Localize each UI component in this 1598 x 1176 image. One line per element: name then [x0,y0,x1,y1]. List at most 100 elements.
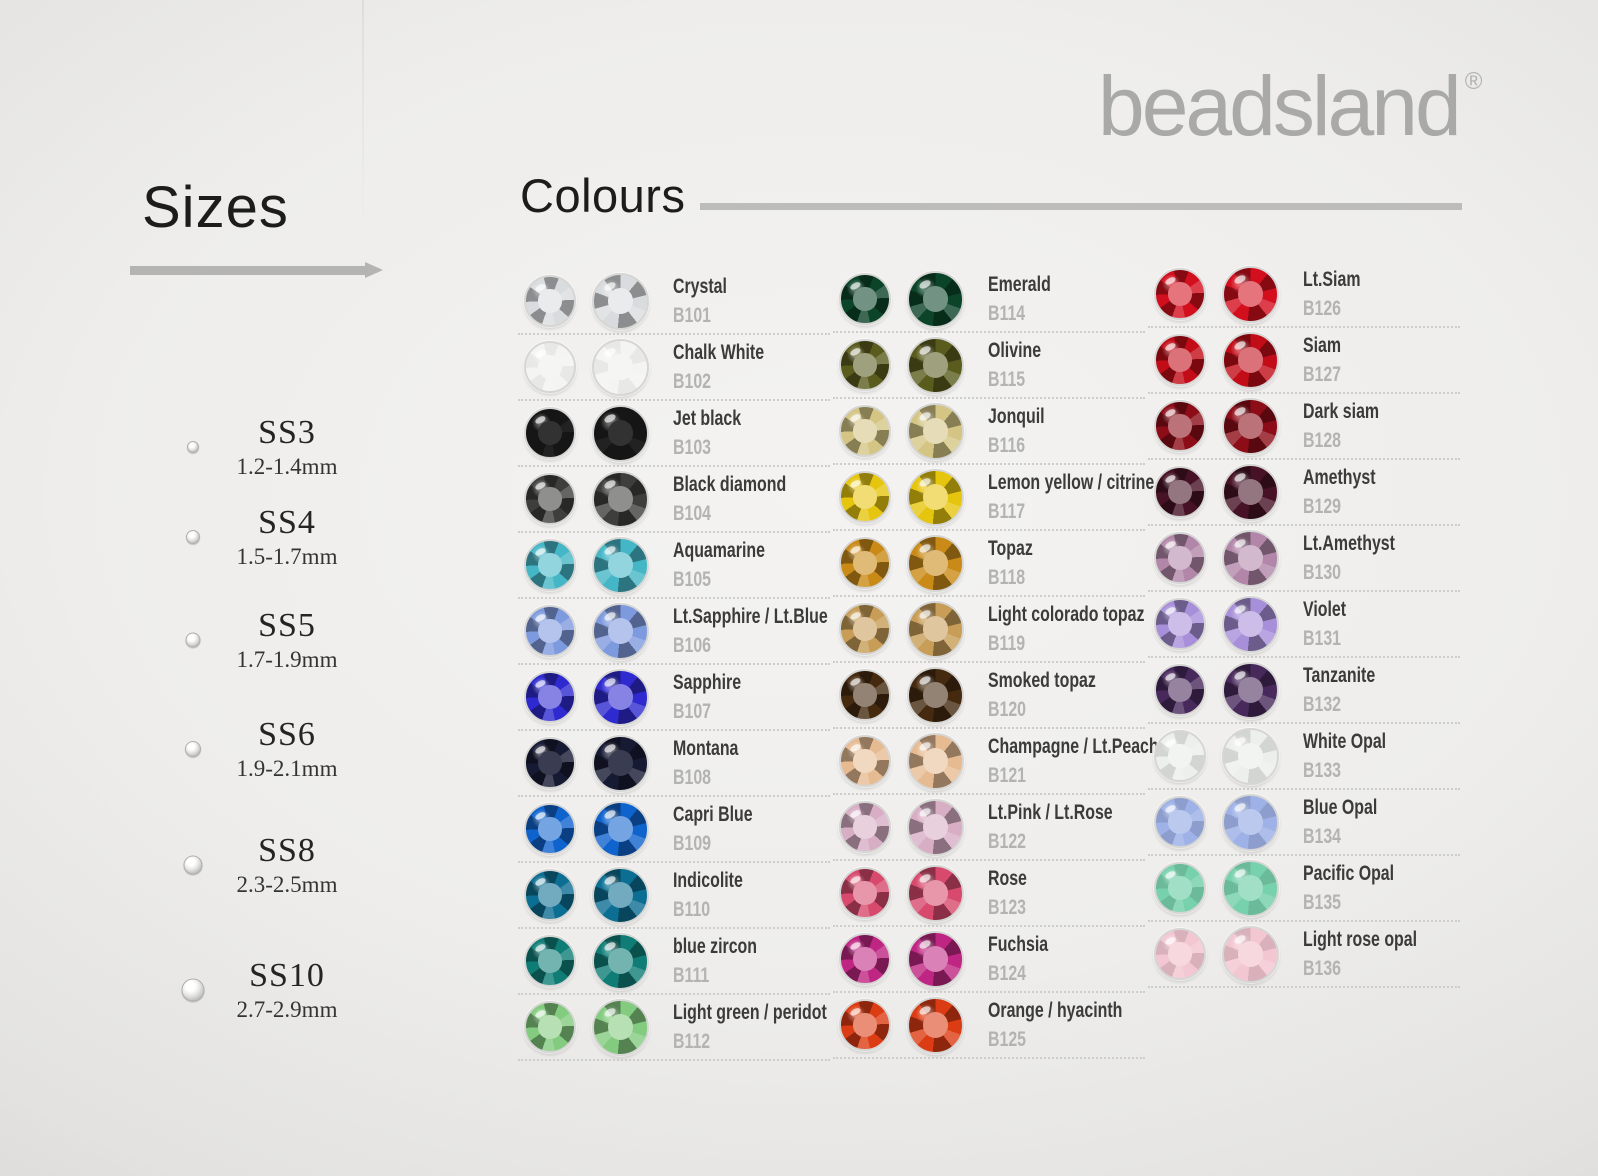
colour-text: Blue Opal B134 [1303,795,1377,849]
colour-name: Orange / hyacinth [988,998,1123,1022]
colour-row: Aquamarine B105 [518,533,830,599]
crystal-dot-icon [185,741,201,757]
colour-row: Jonquil B116 [833,399,1145,465]
size-range: 1.2-1.4mm [236,454,338,479]
size-code: SS3 [258,414,316,451]
colour-column: Emerald B114 Olivine B115 Jonquil B116 L… [833,267,1159,1059]
card-edge-line [362,0,364,240]
rhinestone-bead-icon [907,270,964,328]
colour-row: Crystal B101 [518,269,830,335]
size-labels: SS10 2.7-2.9mm [202,957,372,1023]
colours-title: Colours [520,169,686,222]
crystal-dot-icon [187,441,199,453]
colour-code: B103 [673,435,712,459]
colour-row: Pacific Opal B135 [1148,856,1460,922]
colour-name: White Opal [1303,729,1387,753]
colour-name: Indicolite [673,868,743,892]
size-range: 1.7-1.9mm [236,647,338,672]
colour-code: B111 [673,963,710,987]
rhinestone-bead-icon [839,537,891,589]
colour-code: B102 [673,369,712,393]
colour-text: Jet black B103 [673,406,741,460]
colour-name: Smoked topaz [988,668,1096,692]
colour-name: Fuchsia [988,932,1049,956]
colour-text: Fuchsia B124 [988,932,1048,986]
colour-code: B119 [988,631,1026,655]
rhinestone-bead-icon [1222,925,1279,983]
rhinestone-bead-icon [839,867,891,919]
rhinestone-bead-icon [907,534,964,592]
colour-name: Aquamarine [673,538,765,562]
rhinestone-bead-icon [1222,595,1279,653]
rhinestone-bead-icon [592,800,649,858]
size-code: SS5 [258,607,316,644]
colour-text: Tanzanite B132 [1303,663,1375,717]
colour-text: Lt.Sapphire / Lt.Blue B106 [673,604,828,658]
colour-row: Light green / peridot B112 [518,995,830,1061]
colour-text: Dark siam B128 [1303,399,1379,453]
colour-row: Montana B108 [518,731,830,797]
colour-name: Emerald [988,272,1051,296]
rhinestone-bead-icon [592,734,649,792]
colour-row: Lt.Amethyst B130 [1148,526,1460,592]
colour-code: B128 [1303,428,1342,452]
colour-name: Blue Opal [1303,795,1378,819]
colour-code: B133 [1303,758,1342,782]
colour-text: Olivine B115 [988,338,1041,392]
colour-name: Siam [1303,333,1342,357]
colour-code: B136 [1303,956,1342,980]
colour-code: B108 [673,765,712,789]
size-labels: SS8 2.3-2.5mm [202,832,372,898]
colour-code: B112 [673,1029,711,1053]
rhinestone-bead-icon [524,935,576,987]
rhinestone-bead-icon [524,275,576,327]
sizes-title: Sizes [142,175,289,240]
colour-name: Lt.Siam [1303,267,1361,291]
colour-name: Pacific Opal [1303,861,1395,885]
colour-code: B120 [988,697,1027,721]
rhinestone-bead-icon [839,603,891,655]
rhinestone-bead-icon [524,539,576,591]
rhinestone-bead-icon [839,801,891,853]
colour-text: Amethyst B129 [1303,465,1375,519]
rhinestone-bead-icon [839,933,891,985]
rhinestone-bead-icon [524,473,576,525]
colour-code: B135 [1303,890,1342,914]
rhinestone-bead-icon [1222,331,1279,389]
colour-row: Sapphire B107 [518,665,830,731]
colour-code: B109 [673,831,712,855]
rhinestone-bead-icon [592,470,649,528]
colour-text: Emerald B114 [988,272,1051,326]
colour-text: Light green / peridot B112 [673,1000,827,1054]
colour-text: Smoked topaz B120 [988,668,1096,722]
colour-text: Light rose opal B136 [1303,927,1417,981]
size-range: 1.9-2.1mm [236,756,338,781]
colour-row: White Opal B133 [1148,724,1460,790]
rhinestone-bead-icon [1154,598,1206,650]
rhinestone-bead-icon [1222,859,1279,917]
colour-name: Montana [673,736,739,760]
rhinestone-bead-icon [592,338,649,396]
rhinestone-bead-icon [1222,661,1279,719]
colour-text: Champagne / Lt.Peach B121 [988,734,1159,788]
arrow-right-icon [130,262,383,278]
colour-code: B130 [1303,560,1342,584]
size-labels: SS3 1.2-1.4mm [202,414,372,480]
colour-code: B114 [988,301,1026,325]
colour-code: B122 [988,829,1027,853]
colour-text: Indicolite B110 [673,868,743,922]
colour-row: Champagne / Lt.Peach B121 [833,729,1159,795]
colour-text: Orange / hyacinth B125 [988,998,1122,1052]
rhinestone-bead-icon [1154,466,1206,518]
colour-text: Capri Blue B109 [673,802,753,856]
rhinestone-bead-icon [1154,796,1206,848]
rhinestone-bead-icon [1154,532,1206,584]
rhinestone-bead-icon [592,668,649,726]
rhinestone-bead-icon [907,930,964,988]
colour-text: Lt.Siam B126 [1303,267,1360,321]
colour-row: Amethyst B129 [1148,460,1460,526]
crystal-dot-icon [186,530,200,544]
brand-logo: beadsland ® [1098,58,1482,155]
rhinestone-bead-icon [1154,730,1206,782]
size-code: SS6 [258,716,316,753]
